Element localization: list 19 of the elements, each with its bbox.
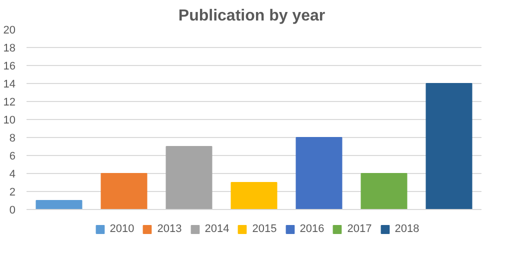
chart-title: Publication by year bbox=[178, 8, 326, 24]
legend-label: 2018 bbox=[394, 223, 420, 235]
y-tick-label: 6 bbox=[9, 150, 16, 162]
legend-label: 2013 bbox=[157, 223, 182, 235]
y-tick-label: 18 bbox=[3, 42, 16, 54]
legend-label: 2017 bbox=[347, 223, 372, 235]
legend-label: 2015 bbox=[252, 223, 277, 235]
y-tick-label: 8 bbox=[9, 132, 16, 144]
legend-label: 2016 bbox=[300, 223, 324, 235]
y-tick-label: 20 bbox=[3, 24, 16, 36]
y-tick-label: 14 bbox=[3, 78, 16, 90]
y-tick-label: 0 bbox=[9, 204, 16, 216]
y-tick-label: 12 bbox=[3, 96, 16, 108]
y-tick-label: 16 bbox=[3, 60, 16, 72]
y-tick-label: 10 bbox=[3, 114, 16, 126]
y-tick-label: 4 bbox=[9, 168, 16, 180]
legend-label: 2010 bbox=[110, 223, 134, 235]
y-tick-label: 2 bbox=[9, 186, 16, 198]
legend-label: 2014 bbox=[204, 223, 230, 235]
